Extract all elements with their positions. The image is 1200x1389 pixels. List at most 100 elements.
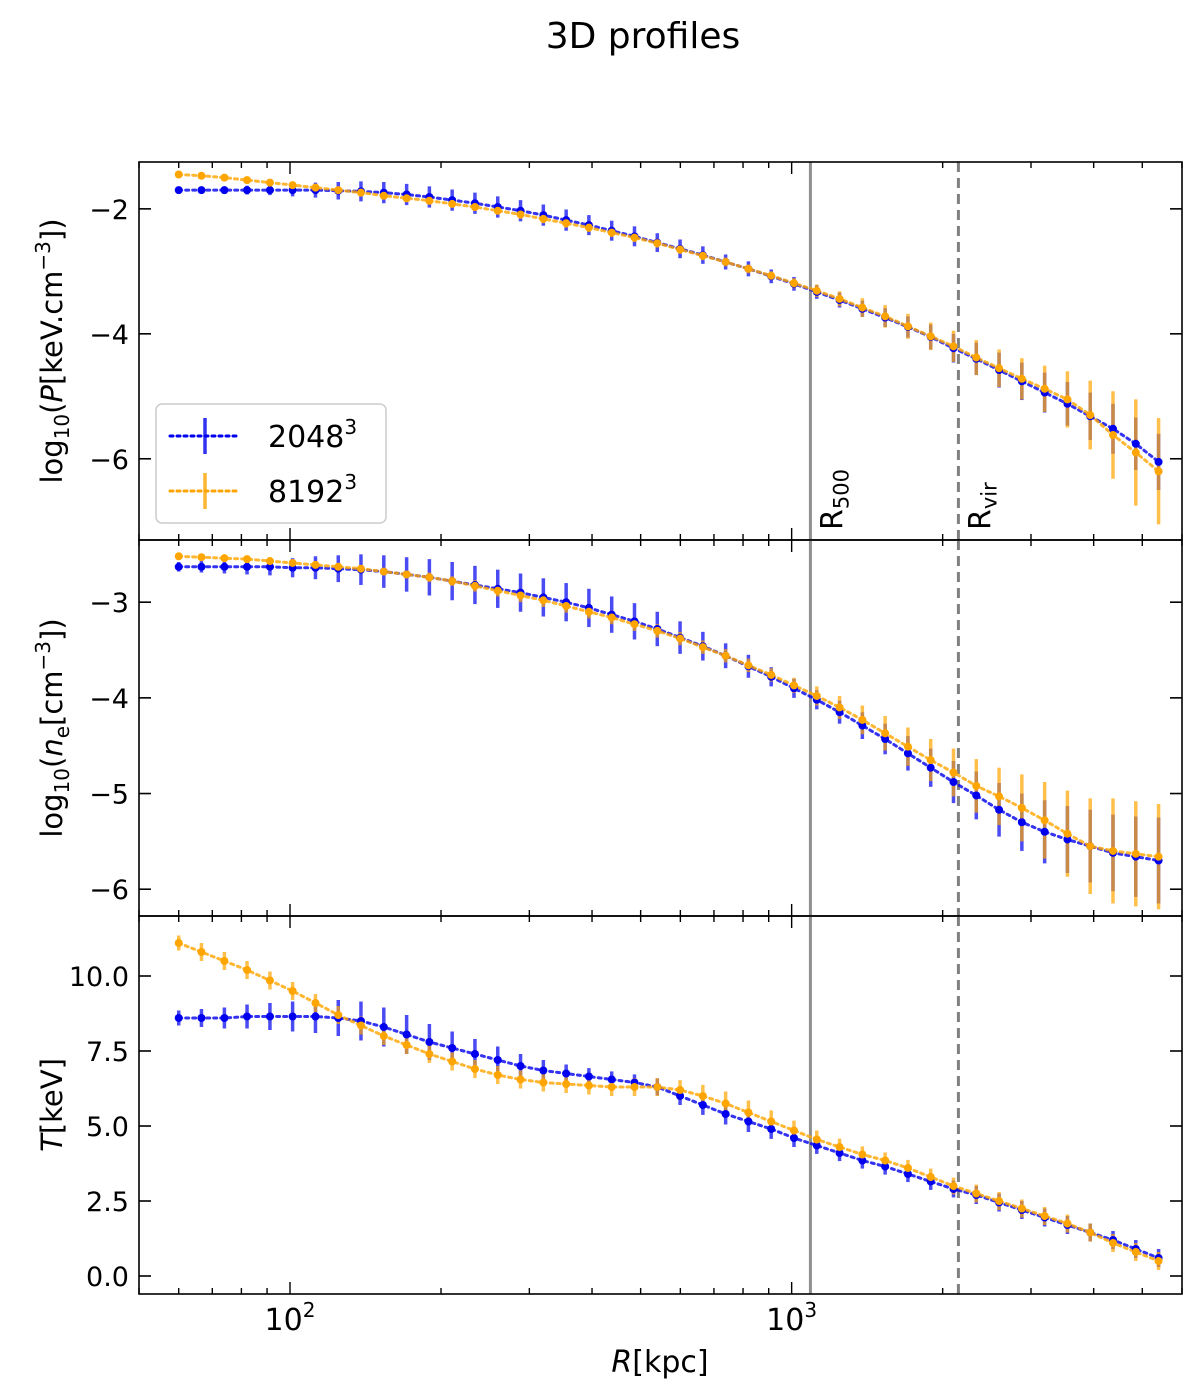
point-density-1-2 xyxy=(220,554,229,563)
point-temperature-1-0 xyxy=(174,939,183,947)
point-temperature-1-8 xyxy=(356,1021,365,1030)
point-temperature-0-15 xyxy=(516,1062,525,1070)
point-density-1-40 xyxy=(1086,842,1095,851)
point-temperature-0-12 xyxy=(448,1044,457,1052)
point-pressure-1-6 xyxy=(311,183,320,192)
ytick-label-temperature: 7.5 xyxy=(86,1037,129,1068)
point-temperature-1-20 xyxy=(630,1083,639,1091)
point-density-0-4 xyxy=(265,562,274,571)
y-axis-label-density: log10(ne[cm−3]) xyxy=(31,618,74,837)
point-density-1-21 xyxy=(653,626,662,635)
point-density-1-34 xyxy=(949,768,958,777)
point-density-1-29 xyxy=(835,703,844,712)
point-density-0-31 xyxy=(881,735,890,744)
point-density-1-9 xyxy=(379,567,388,576)
point-pressure-1-8 xyxy=(356,188,365,197)
point-pressure-1-18 xyxy=(584,223,593,232)
point-pressure-1-23 xyxy=(698,251,707,260)
point-pressure-1-20 xyxy=(630,233,639,242)
point-temperature-1-16 xyxy=(539,1078,548,1087)
point-density-1-25 xyxy=(744,661,753,670)
point-pressure-1-21 xyxy=(653,239,662,248)
ytick-label-density: −3 xyxy=(89,588,129,619)
point-density-1-3 xyxy=(243,555,252,564)
point-pressure-1-24 xyxy=(721,257,730,266)
legend-label-0: 20483 xyxy=(268,415,357,455)
point-pressure-1-31 xyxy=(881,312,890,321)
ytick-label-pressure: −4 xyxy=(89,320,129,351)
point-temperature-0-9 xyxy=(379,1023,388,1031)
point-density-1-37 xyxy=(1017,803,1026,812)
point-density-0-37 xyxy=(1017,818,1026,827)
point-temperature-1-13 xyxy=(470,1065,479,1073)
point-temperature-0-22 xyxy=(676,1092,685,1100)
point-pressure-0-1 xyxy=(197,186,206,195)
ytick-label-temperature: 0.0 xyxy=(86,1262,129,1293)
point-temperature-1-14 xyxy=(493,1071,502,1079)
point-density-1-23 xyxy=(698,643,707,652)
point-temperature-1-39 xyxy=(1063,1219,1072,1228)
ytick-label-density: −6 xyxy=(89,875,129,906)
point-temperature-0-17 xyxy=(562,1069,571,1078)
point-density-1-43 xyxy=(1154,852,1163,861)
point-temperature-1-30 xyxy=(858,1150,867,1159)
y-axis-label-temperature: T[keV] xyxy=(35,1058,69,1152)
point-temperature-1-29 xyxy=(835,1143,844,1151)
point-density-1-14 xyxy=(493,586,502,595)
point-temperature-0-29 xyxy=(835,1149,844,1157)
point-pressure-0-2 xyxy=(220,186,229,195)
point-temperature-1-23 xyxy=(698,1092,707,1100)
point-density-1-8 xyxy=(356,564,365,573)
point-pressure-1-2 xyxy=(220,173,229,182)
point-temperature-0-19 xyxy=(607,1075,616,1084)
point-density-1-30 xyxy=(858,715,867,724)
y-axis-label-pressure: log10(P[keV.cm−3]) xyxy=(31,218,74,483)
point-pressure-1-40 xyxy=(1086,411,1095,420)
point-temperature-1-15 xyxy=(516,1075,525,1084)
point-temperature-0-3 xyxy=(243,1012,252,1021)
point-density-1-42 xyxy=(1131,849,1140,858)
point-temperature-1-27 xyxy=(789,1126,798,1135)
point-temperature-1-41 xyxy=(1109,1239,1118,1247)
point-pressure-1-11 xyxy=(425,196,434,205)
point-temperature-0-24 xyxy=(721,1110,730,1118)
point-temperature-0-2 xyxy=(220,1014,229,1022)
point-pressure-0-42 xyxy=(1131,439,1140,448)
point-pressure-1-13 xyxy=(470,202,479,211)
point-temperature-1-6 xyxy=(311,999,320,1007)
point-density-0-34 xyxy=(949,778,958,787)
point-temperature-0-27 xyxy=(789,1134,798,1142)
point-temperature-1-4 xyxy=(265,976,274,985)
point-pressure-1-22 xyxy=(676,245,685,254)
point-temperature-0-13 xyxy=(470,1050,479,1058)
panel-temperature: 0.0 2.5 5.0 7.5 10.0 T[keV] 102 103 xyxy=(35,915,1183,1338)
point-temperature-1-28 xyxy=(812,1135,821,1144)
point-pressure-1-34 xyxy=(949,342,958,351)
xtick-label: 102 xyxy=(265,1298,316,1338)
point-pressure-1-9 xyxy=(379,191,388,200)
point-pressure-1-27 xyxy=(789,279,798,288)
point-density-1-12 xyxy=(448,577,457,586)
point-temperature-1-26 xyxy=(767,1117,776,1126)
point-temperature-1-10 xyxy=(402,1041,411,1049)
ytick-label-temperature: 5.0 xyxy=(86,1112,129,1143)
point-density-1-22 xyxy=(676,634,685,643)
point-density-1-33 xyxy=(926,756,935,765)
point-pressure-0-0 xyxy=(174,186,183,195)
point-density-1-0 xyxy=(174,552,183,561)
point-pressure-1-10 xyxy=(402,194,411,203)
point-density-0-30 xyxy=(858,721,867,730)
ytick-label-pressure: −6 xyxy=(89,445,129,476)
point-density-0-39 xyxy=(1063,835,1072,844)
point-pressure-1-43 xyxy=(1154,467,1163,476)
point-density-0-33 xyxy=(926,763,935,772)
vline-label-Rvir: Rvir xyxy=(963,482,1001,530)
point-pressure-1-36 xyxy=(995,364,1004,373)
point-temperature-1-22 xyxy=(676,1086,685,1094)
point-density-1-20 xyxy=(630,620,639,629)
point-density-1-18 xyxy=(584,607,593,616)
point-temperature-1-35 xyxy=(972,1189,981,1198)
point-temperature-1-38 xyxy=(1040,1212,1049,1220)
point-pressure-0-3 xyxy=(243,186,252,195)
